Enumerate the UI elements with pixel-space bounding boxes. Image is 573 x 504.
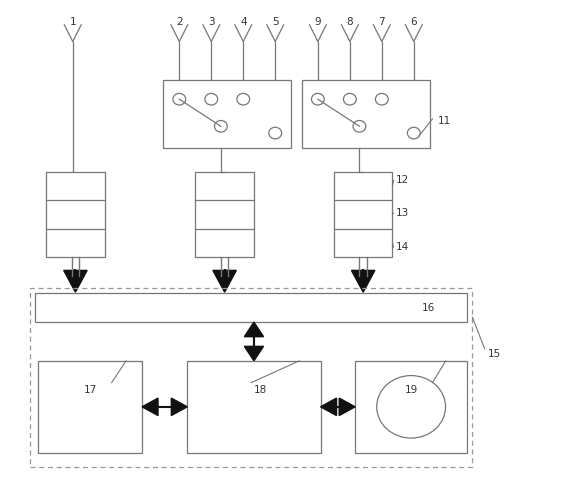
Text: 17: 17: [84, 385, 97, 395]
Bar: [187, 361, 320, 453]
Polygon shape: [244, 322, 264, 337]
Text: 3: 3: [208, 17, 215, 27]
Text: 16: 16: [422, 302, 435, 312]
Text: 2: 2: [176, 17, 183, 27]
Text: 7: 7: [379, 17, 385, 27]
Bar: [195, 172, 254, 257]
Bar: [38, 361, 142, 453]
Text: 9: 9: [315, 17, 321, 27]
Text: 6: 6: [410, 17, 417, 27]
Bar: [46, 172, 105, 257]
Text: 5: 5: [272, 17, 278, 27]
Polygon shape: [320, 398, 336, 415]
Bar: [163, 80, 291, 148]
Text: 13: 13: [396, 208, 410, 218]
Text: 12: 12: [396, 175, 410, 185]
Text: 19: 19: [405, 385, 418, 395]
Text: 15: 15: [487, 349, 501, 359]
Bar: [30, 288, 472, 467]
Bar: [302, 80, 430, 148]
Text: 18: 18: [254, 385, 267, 395]
Bar: [355, 361, 467, 453]
Polygon shape: [339, 398, 355, 415]
Text: 11: 11: [438, 116, 451, 127]
Text: 8: 8: [347, 17, 353, 27]
Polygon shape: [171, 398, 187, 415]
Text: 1: 1: [69, 17, 76, 27]
Text: 14: 14: [396, 242, 410, 252]
Polygon shape: [64, 270, 87, 292]
Polygon shape: [244, 346, 264, 361]
Polygon shape: [142, 398, 158, 415]
Bar: [334, 172, 393, 257]
Bar: [36, 293, 467, 322]
Polygon shape: [351, 270, 375, 292]
Polygon shape: [213, 270, 236, 292]
Text: 4: 4: [240, 17, 246, 27]
